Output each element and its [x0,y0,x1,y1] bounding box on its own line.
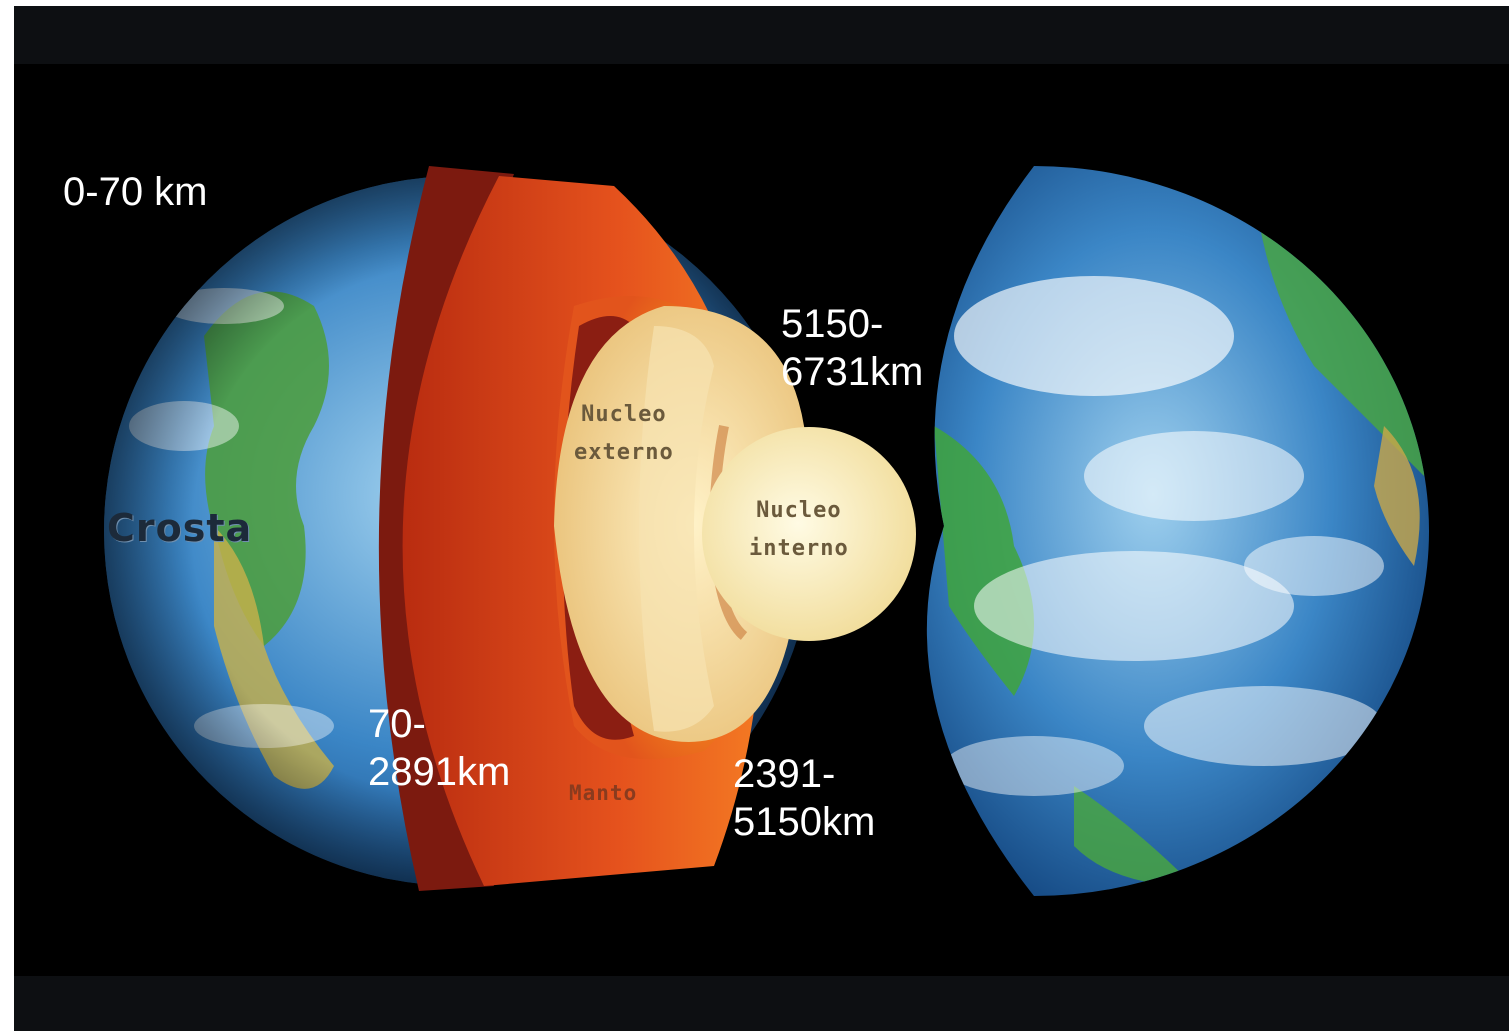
inner-core-layer-label: Nucleo interno [749,498,849,561]
inner-core-depth-label: 5150- 6731km [781,302,924,394]
crust-depth-label: 0-70 km [63,170,208,214]
mantle-layer-label: Manto [569,781,638,805]
crust-layer-label: Crosta [107,506,253,550]
outer-core-layer-label: Nucleo externo [574,402,674,465]
diagram-canvas: Crosta Nucleo externo Nucleo interno Man… [14,6,1509,1031]
inner-core-layer [702,425,916,641]
mantle-depth-label: 70- 2891km [368,702,511,794]
earth-layers-illustration [104,166,1429,896]
right-hemisphere [926,166,1429,896]
top-band [14,6,1509,64]
bottom-band [14,976,1509,1031]
outer-core-depth-label: 2391- 5150km [733,752,876,844]
